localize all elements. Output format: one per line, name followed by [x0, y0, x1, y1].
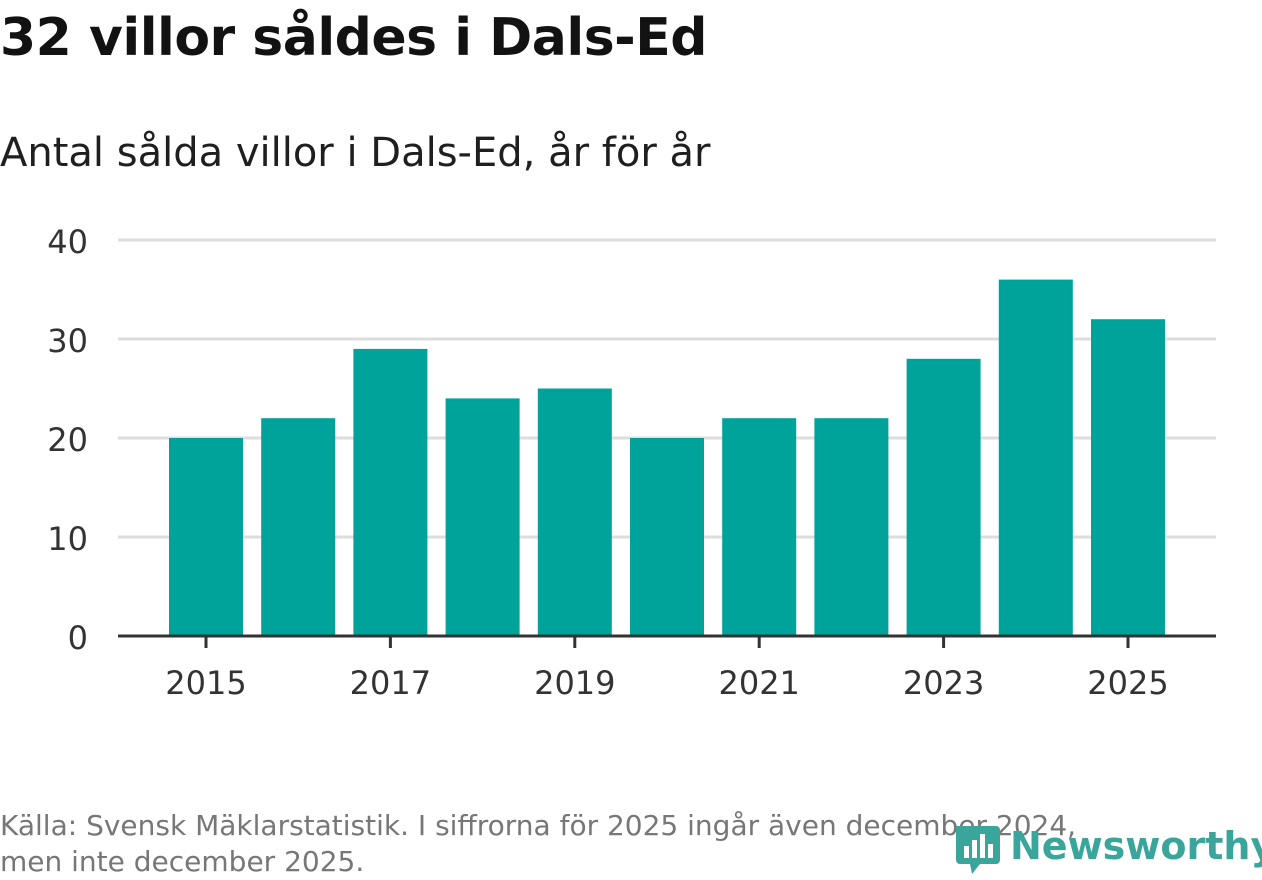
bar-2021 — [722, 418, 797, 636]
source-line-1: Källa: Svensk Mäklarstatistik. I siffror… — [0, 809, 1077, 842]
bar-2017 — [353, 348, 428, 636]
chart-title: 32 villor såldes i Dals-Ed — [0, 8, 708, 68]
bar-2022 — [814, 418, 889, 636]
y-tick-label: 40 — [47, 223, 88, 261]
x-tick-label: 2023 — [903, 664, 984, 700]
bar-2024 — [998, 279, 1073, 636]
y-tick-label: 30 — [47, 322, 88, 360]
x-tick-label: 2021 — [718, 664, 799, 700]
bar-2025 — [1091, 319, 1165, 636]
bar-2015 — [169, 438, 243, 636]
logo-text: Newsworthy — [1010, 824, 1262, 868]
y-tick-label: 10 — [47, 520, 88, 558]
x-tick-label: 2025 — [1087, 664, 1168, 700]
y-tick-label: 20 — [47, 421, 88, 459]
y-tick-label: 0 — [68, 619, 88, 657]
x-tick-label: 2015 — [165, 664, 246, 700]
bar-2023 — [906, 358, 981, 636]
x-tick-label: 2017 — [350, 664, 431, 700]
bar-2019 — [537, 388, 612, 636]
newsworthy-logo[interactable]: Newsworthy — [950, 818, 1262, 874]
chart-subtitle: Antal sålda villor i Dals-Ed, år för år — [0, 130, 711, 176]
bar-2016 — [261, 418, 336, 636]
newsworthy-logo-icon — [956, 826, 1000, 874]
bar-2020 — [630, 438, 704, 636]
x-tick-label: 2019 — [534, 664, 615, 700]
bar-chart: 0 10 20 30 40 2015 2017 2019 2021 2023 2025 — [47, 223, 1216, 700]
bar-2018 — [445, 398, 520, 636]
source-note: Källa: Svensk Mäklarstatistik. I siffror… — [0, 808, 1200, 880]
source-line-2: men inte december 2025. — [0, 845, 365, 878]
